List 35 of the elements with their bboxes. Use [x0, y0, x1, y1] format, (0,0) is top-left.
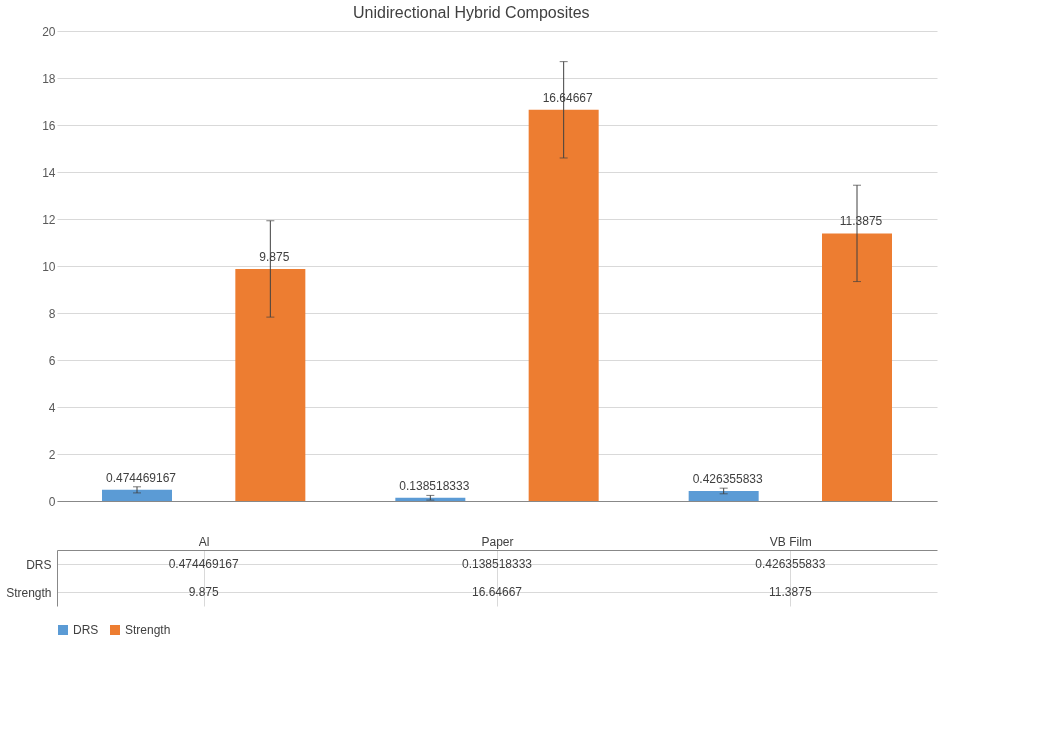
y-tick-label: 12 — [42, 212, 56, 227]
x-tick-label: VB Film — [769, 534, 812, 549]
x-tick-label: Paper — [481, 534, 514, 549]
bar — [822, 233, 892, 501]
y-tick-label: 4 — [48, 400, 56, 415]
legend-label: Strength — [125, 623, 171, 637]
y-tick-label: 0 — [48, 494, 56, 509]
bar — [528, 109, 599, 501]
legend-label: DRS — [73, 623, 99, 637]
y-tick-label: 10 — [42, 259, 56, 274]
text: 0.138518333 — [461, 557, 533, 571]
y-tick-label: 6 — [48, 353, 56, 368]
y-tick-label: 2 — [48, 447, 56, 462]
chart-title: Unidirectional Hybrid Composites — [353, 4, 590, 21]
text: 9.875 — [188, 585, 220, 599]
bar — [688, 490, 759, 501]
y-tick-label: 18 — [42, 71, 56, 86]
data-label: 11.3875 — [839, 214, 883, 229]
y-tick-label: 14 — [42, 165, 56, 180]
text: 0.426355833 — [755, 557, 826, 571]
x-tick-label: Al — [198, 534, 210, 549]
text: 11.3875 — [769, 585, 812, 599]
y-tick-label: 20 — [42, 24, 56, 39]
bar — [395, 497, 466, 501]
y-tick-label: 8 — [48, 306, 56, 321]
data-label: 0.426355833 — [692, 471, 764, 486]
text: DRS — [26, 557, 52, 572]
text: 16.64667 — [471, 585, 523, 599]
data-label: 0.474469167 — [105, 470, 177, 485]
y-tick-label: 16 — [42, 118, 56, 133]
text: Strength — [6, 585, 52, 600]
bar — [102, 489, 172, 501]
bar — [235, 268, 306, 501]
data-label: 0.138518333 — [399, 478, 470, 493]
text: 0.474469167 — [168, 557, 240, 571]
